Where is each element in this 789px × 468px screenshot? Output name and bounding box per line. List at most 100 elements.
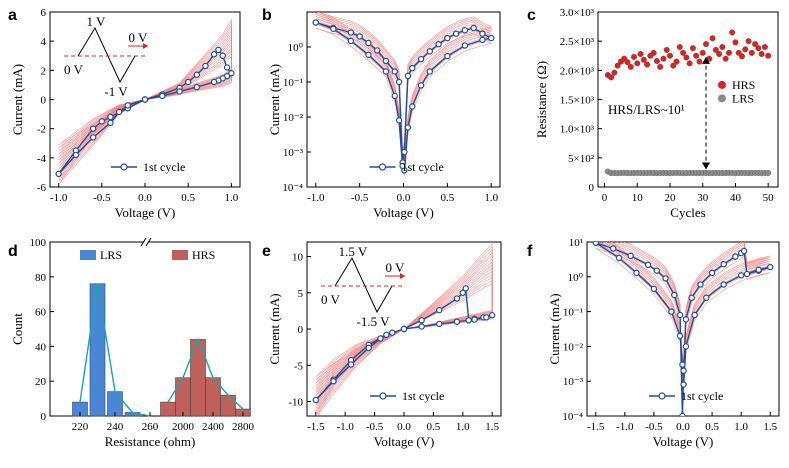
hrs-bar: [175, 377, 191, 417]
hrs-point: [631, 53, 638, 60]
data-point: [633, 269, 640, 277]
data-point: [141, 96, 149, 103]
data-point: [653, 267, 661, 274]
hrs-point: [667, 52, 674, 59]
data-point: [471, 316, 478, 323]
hrs-point: [693, 52, 700, 59]
y-tick-label: 10⁻⁴: [562, 411, 583, 423]
data-point: [488, 34, 495, 42]
y-axis-label: Current (mA): [547, 293, 562, 364]
y-tick-label: -6: [37, 182, 47, 194]
legend-label: 1st cycle: [143, 160, 185, 174]
data-point: [627, 252, 634, 260]
data-point: [395, 117, 403, 124]
panel-label: f: [527, 243, 533, 260]
data-point: [688, 294, 695, 301]
x-axis-label: Voltage (V): [115, 205, 176, 220]
hrs-point: [752, 41, 759, 48]
hrs-point: [680, 49, 687, 56]
hrs-point: [689, 45, 696, 52]
data-point: [488, 312, 496, 319]
x-tick-label: 0.5: [181, 192, 195, 204]
data-point: [755, 266, 762, 273]
cycle-curve: [58, 18, 232, 185]
inset-top-label: 1 V: [87, 14, 107, 29]
y-tick-label: 20: [35, 376, 47, 388]
data-point: [680, 381, 687, 388]
hrs-point: [716, 51, 723, 58]
hrs-point: [683, 54, 690, 61]
data-point: [676, 311, 684, 319]
y-tick-label: -10: [288, 397, 303, 409]
data-point: [740, 247, 748, 255]
x-tick-label: 40: [730, 192, 742, 204]
hrs-point: [676, 44, 683, 51]
hrs-bar: [220, 394, 236, 417]
data-point: [435, 41, 442, 48]
y-tick-label: 1.5×10³: [560, 95, 595, 107]
hrs-point: [653, 58, 660, 65]
y-tick-label: 5: [298, 288, 304, 300]
x-tick-label: -0.5: [366, 421, 384, 433]
x-tick-label: 1.0: [484, 192, 498, 204]
y-tick-label: 40: [35, 341, 47, 353]
legend-marker-hrs: [718, 80, 726, 89]
y-tick-label: 5×10²: [568, 153, 595, 165]
cycle-curve: [58, 52, 232, 149]
x-tick-label: 1.0: [224, 192, 238, 204]
y-tick-label: 10⁻³: [283, 147, 304, 159]
hrs-point: [703, 41, 710, 48]
data-point: [720, 261, 727, 268]
y-tick-label: 10: [292, 252, 304, 264]
data-point: [662, 275, 669, 282]
data-point: [682, 316, 690, 323]
data-point: [312, 19, 319, 26]
legend-label-lrs: LRS: [732, 91, 754, 105]
hrs-point: [660, 55, 667, 62]
data-point: [193, 83, 201, 91]
plot-area: [592, 242, 774, 416]
data-point: [436, 320, 443, 328]
y-tick-label: 10⁰: [568, 272, 584, 284]
data-point: [89, 134, 97, 141]
y-tick-label: 80: [35, 272, 47, 284]
y-tick-label: -4: [37, 153, 47, 165]
data-point: [436, 306, 443, 314]
cycle-curve: [58, 21, 232, 182]
hrs-point: [673, 58, 680, 65]
data-point: [676, 332, 684, 340]
data-point: [89, 125, 97, 132]
legend-label-hrs: HRS: [192, 248, 215, 262]
x-axis-label: Resistance (ohm): [105, 434, 196, 449]
y-tick-label: 2.5×10³: [560, 36, 595, 48]
hrs-point: [742, 46, 749, 53]
data-point: [404, 72, 412, 80]
panel-label: c: [527, 7, 536, 24]
data-point: [347, 361, 355, 368]
legend-marker: [378, 163, 387, 171]
data-point: [459, 289, 466, 296]
y-tick-label: 60: [35, 307, 47, 319]
x-tick-label: 0.5: [427, 421, 441, 433]
inset-end-label: 0 V: [386, 260, 406, 275]
legend-label: 1st cycle: [681, 389, 723, 403]
y-tick-label: -2: [37, 124, 46, 136]
y-tick-label: 10⁻²: [283, 112, 304, 124]
inset-bottom-label: -1.5 V: [357, 314, 391, 329]
data-point: [115, 108, 123, 116]
data-point: [383, 331, 390, 338]
data-point: [391, 68, 398, 75]
hrs-point: [755, 45, 762, 52]
legend-marker: [379, 392, 387, 400]
hrs-point: [608, 74, 615, 81]
data-point: [382, 68, 390, 75]
y-tick-label: 6: [41, 7, 47, 19]
data-point: [680, 367, 687, 374]
hrs-point: [745, 38, 752, 45]
data-point: [401, 148, 408, 156]
x-tick-label: 1.5: [485, 421, 499, 433]
data-point: [159, 92, 166, 100]
data-point: [453, 295, 461, 302]
lrs-point: [765, 169, 772, 176]
cycle-curve: [611, 242, 771, 405]
